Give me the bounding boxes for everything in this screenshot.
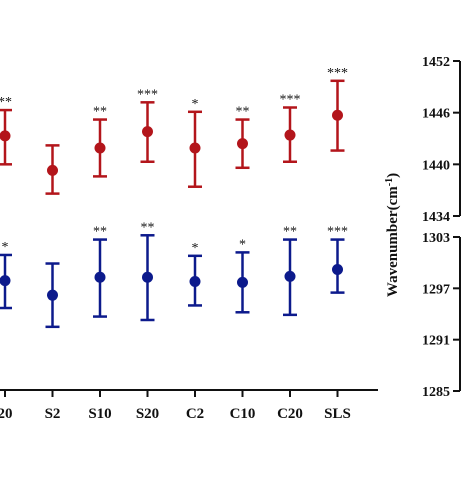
y-tick-label: 1285 bbox=[422, 385, 450, 400]
significance-label: * bbox=[192, 97, 199, 112]
data-point bbox=[142, 271, 153, 283]
significance-label: * bbox=[239, 237, 246, 252]
data-point bbox=[47, 289, 58, 301]
y-tick-label: 1452 bbox=[422, 55, 450, 70]
significance-label: ** bbox=[93, 105, 107, 120]
y-axis-title: Wavenumber(cm-1) bbox=[384, 173, 402, 297]
y-axes: 1434 1440 1446 1452 1285 1291 1297 1303 bbox=[422, 55, 461, 400]
y-tick-label: 1291 bbox=[422, 334, 450, 349]
y-axis-title-main: Wavenumber(cm bbox=[385, 186, 401, 297]
data-point bbox=[284, 270, 296, 282]
data-point bbox=[237, 276, 248, 288]
significance-label: *** bbox=[137, 87, 158, 102]
significance-label: * bbox=[192, 241, 199, 256]
data-point bbox=[94, 142, 106, 154]
data-point bbox=[0, 130, 11, 142]
significance-label: *** bbox=[327, 66, 348, 81]
x-tick-label: S10 bbox=[88, 406, 111, 422]
x-tick-label: S2 bbox=[45, 406, 61, 422]
x-tick-label: S20 bbox=[136, 406, 159, 422]
significance-label: ** bbox=[141, 220, 155, 235]
significance-label: ** bbox=[93, 225, 107, 240]
y-tick-label: 1297 bbox=[422, 282, 450, 297]
significance-label: ** bbox=[236, 105, 250, 120]
significance-label: *** bbox=[280, 93, 301, 108]
x-tick-label: C10 bbox=[230, 406, 256, 422]
data-point bbox=[189, 142, 201, 154]
data-point bbox=[47, 164, 58, 176]
data-point bbox=[94, 271, 106, 283]
data-point bbox=[284, 129, 296, 141]
y-tick-label: 1446 bbox=[422, 107, 450, 122]
significance-label: * bbox=[2, 240, 9, 255]
y-axis-title-sup: -1 bbox=[384, 178, 395, 186]
x-tick-label: C20 bbox=[277, 406, 303, 422]
plot-marks: **************************** bbox=[0, 66, 348, 329]
x-tick-label: 20 bbox=[0, 406, 13, 422]
significance-label: *** bbox=[327, 225, 348, 240]
significance-label: ** bbox=[0, 95, 12, 110]
significance-label: ** bbox=[283, 225, 297, 240]
x-tick-label: SLS bbox=[324, 406, 351, 422]
y-tick-label: 1440 bbox=[422, 158, 450, 173]
data-point bbox=[189, 275, 201, 287]
y-tick-label: 1434 bbox=[422, 210, 450, 225]
data-point bbox=[237, 138, 248, 150]
data-point bbox=[332, 264, 343, 276]
category-labels: 20 S2 S10 S20 C2 C10 C20 SLS bbox=[0, 390, 351, 422]
x-tick-label: C2 bbox=[186, 406, 204, 422]
y-tick-label: 1303 bbox=[422, 231, 450, 246]
data-point bbox=[332, 109, 343, 121]
data-point bbox=[142, 126, 153, 138]
y-axis-title-close: ) bbox=[385, 173, 401, 178]
data-point bbox=[0, 275, 11, 287]
